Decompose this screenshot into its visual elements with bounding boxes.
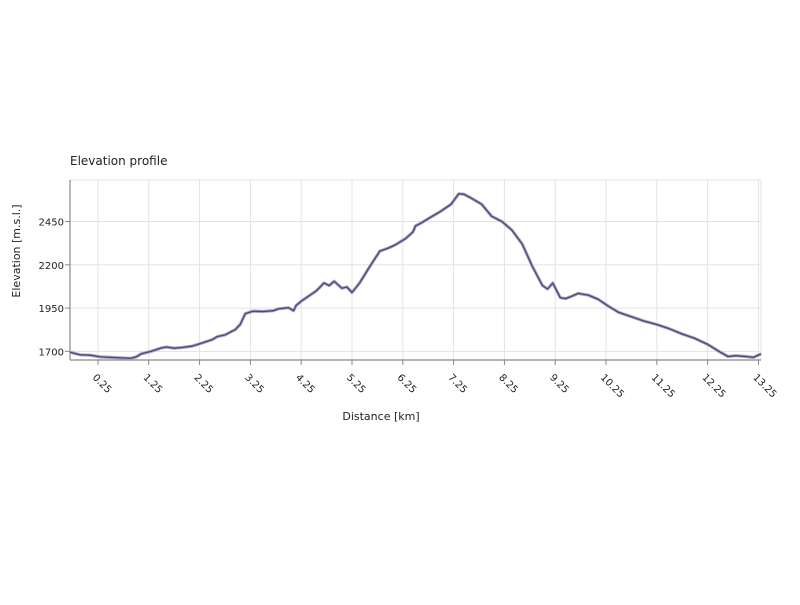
y-axis-label: Elevation [m.s.l.]: [10, 204, 23, 297]
y-tick-label: 1700: [39, 347, 64, 358]
x-tick-label: 3.25: [242, 372, 266, 396]
chart-title: Elevation profile: [70, 154, 167, 168]
x-tick-label: 8.25: [496, 372, 520, 396]
x-tick-label: 2.25: [191, 372, 215, 396]
y-tick-label: 2450: [39, 218, 64, 229]
x-tick-label: 1.25: [141, 372, 165, 396]
elevation-line: [69, 193, 762, 359]
x-axis-label: Distance [km]: [342, 410, 419, 423]
x-tick-label: 7.25: [445, 372, 469, 396]
y-tick-label: 2200: [39, 261, 64, 272]
x-tick-label: 9.25: [547, 372, 571, 396]
elevation-line-shadow: [69, 192, 762, 360]
x-tick-label: 6.25: [395, 372, 419, 396]
x-tick-label: 10.25: [598, 372, 626, 400]
x-tick-label: 12.25: [700, 372, 728, 400]
x-tick-label: 11.25: [649, 372, 677, 400]
x-tick-label: 5.25: [344, 372, 368, 396]
grid-lines: [70, 179, 762, 360]
x-tick-label: 13.25: [750, 372, 778, 400]
y-tick-label: 1950: [39, 304, 64, 315]
x-tick-label: 0.25: [90, 372, 114, 396]
axes: [65, 180, 761, 365]
tick-labels: 0.25 1.25 2.25 3.25 4.25 5.25 6.25 7.25 8.25 9.25…: [39, 218, 779, 401]
x-tick-label: 4.25: [293, 372, 317, 396]
profile-series: [69, 192, 762, 360]
